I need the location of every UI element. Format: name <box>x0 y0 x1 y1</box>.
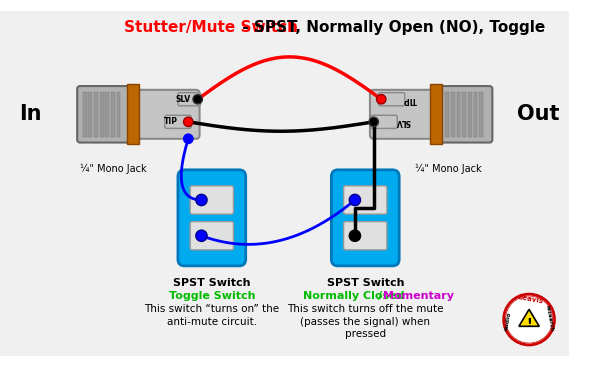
Text: In: In <box>19 104 42 124</box>
FancyBboxPatch shape <box>190 222 234 250</box>
Bar <box>457 92 460 137</box>
Text: SPST Switch: SPST Switch <box>173 278 251 288</box>
Bar <box>445 92 449 137</box>
FancyBboxPatch shape <box>178 170 246 266</box>
Bar <box>100 92 103 137</box>
Text: TIP: TIP <box>403 95 417 104</box>
Text: Momentary: Momentary <box>383 291 454 301</box>
Text: This switch “turns on” the: This switch “turns on” the <box>144 305 280 315</box>
FancyBboxPatch shape <box>165 115 191 128</box>
FancyBboxPatch shape <box>371 115 397 128</box>
Text: Normally Closed: Normally Closed <box>303 291 405 301</box>
Text: ¼" Mono Jack: ¼" Mono Jack <box>415 164 481 174</box>
Bar <box>106 92 109 137</box>
FancyBboxPatch shape <box>178 92 201 106</box>
Circle shape <box>184 117 193 127</box>
Circle shape <box>184 134 193 143</box>
Text: SLV: SLV <box>396 117 411 126</box>
Bar <box>89 92 92 137</box>
Circle shape <box>376 95 386 104</box>
Text: ¼" Mono Jack: ¼" Mono Jack <box>80 164 146 174</box>
Text: This switch turns off the mute: This switch turns off the mute <box>287 305 443 315</box>
Text: anti-mute circuit.: anti-mute circuit. <box>167 317 257 327</box>
Text: Out: Out <box>517 104 560 124</box>
Bar <box>462 92 466 137</box>
Text: Stutter/Mute Switch: Stutter/Mute Switch <box>124 20 298 35</box>
Bar <box>451 92 455 137</box>
Text: research: research <box>545 304 554 331</box>
Text: SPST Switch: SPST Switch <box>327 278 404 288</box>
FancyBboxPatch shape <box>344 222 387 250</box>
Bar <box>83 92 86 137</box>
Circle shape <box>196 194 207 206</box>
Circle shape <box>369 117 379 127</box>
Circle shape <box>193 95 202 104</box>
Polygon shape <box>519 309 539 326</box>
FancyBboxPatch shape <box>440 86 492 142</box>
Text: Toggle Switch: Toggle Switch <box>169 291 255 301</box>
FancyBboxPatch shape <box>0 8 571 359</box>
Text: audio: audio <box>504 312 513 331</box>
Text: pressed: pressed <box>345 329 386 339</box>
FancyBboxPatch shape <box>379 92 405 106</box>
Text: !: ! <box>526 317 532 330</box>
Bar <box>474 92 477 137</box>
Circle shape <box>506 296 553 343</box>
Bar <box>117 92 121 137</box>
FancyBboxPatch shape <box>370 90 434 139</box>
Bar <box>111 92 115 137</box>
Circle shape <box>504 294 554 345</box>
Text: /: / <box>378 291 382 301</box>
Bar <box>127 84 140 145</box>
FancyBboxPatch shape <box>332 170 399 266</box>
Text: beavis: beavis <box>518 294 544 304</box>
Text: (passes the signal) when: (passes the signal) when <box>300 317 430 327</box>
Text: - SPST, Normally Open (NO), Toggle: - SPST, Normally Open (NO), Toggle <box>237 20 545 35</box>
Circle shape <box>196 230 207 241</box>
Bar <box>94 92 98 137</box>
Bar <box>479 92 483 137</box>
Bar <box>468 92 472 137</box>
FancyBboxPatch shape <box>135 90 199 139</box>
Text: TIP: TIP <box>164 117 178 126</box>
FancyBboxPatch shape <box>77 86 130 142</box>
Bar <box>430 84 443 145</box>
Circle shape <box>349 230 361 241</box>
FancyBboxPatch shape <box>344 186 387 214</box>
FancyBboxPatch shape <box>190 186 234 214</box>
Circle shape <box>349 194 361 206</box>
Text: SLV: SLV <box>176 95 191 104</box>
